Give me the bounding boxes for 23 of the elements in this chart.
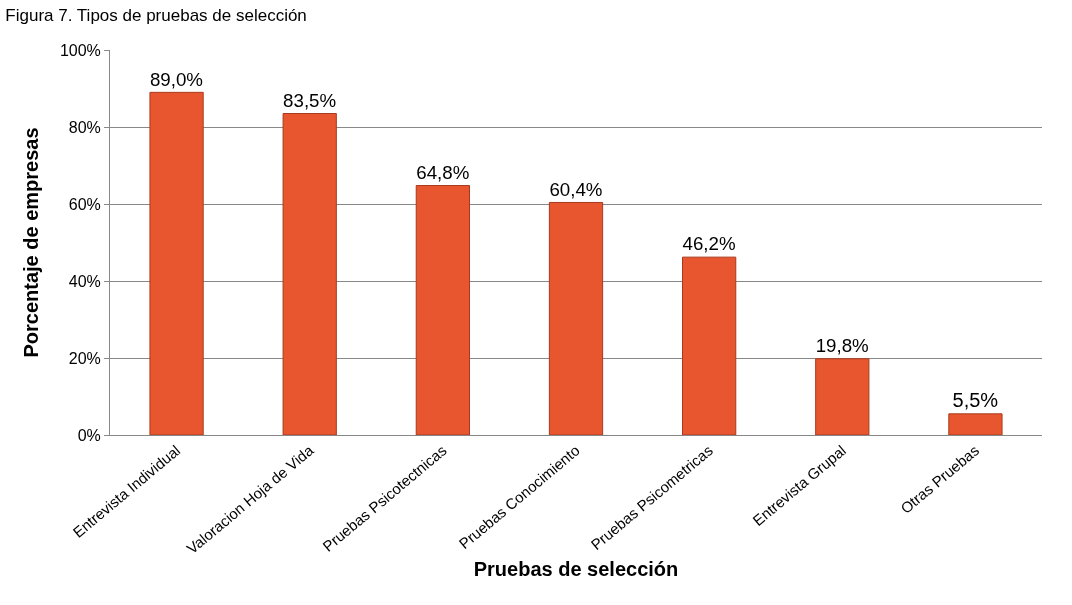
y-axis-title: Porcentaje de empresas (20, 127, 43, 358)
y-tick-label: 40% (68, 272, 101, 290)
bar (548, 201, 604, 435)
bar (415, 185, 470, 435)
y-tick-label: 80% (68, 118, 101, 136)
y-tick-label: 100% (59, 41, 101, 59)
bar (815, 358, 870, 435)
x-axis-title: Pruebas de selección (473, 557, 679, 580)
bar (948, 413, 1003, 435)
bar (282, 113, 337, 435)
bar (682, 256, 737, 435)
data-label: 5,5% (952, 388, 999, 411)
chart-title: Figura 7. Tipos de pruebas de selección (5, 5, 307, 25)
data-label: 64,8% (416, 161, 470, 183)
data-label: 83,5% (283, 89, 337, 111)
y-tick-label: 60% (68, 195, 101, 213)
y-tick-label: 20% (68, 349, 101, 367)
data-label: 89,0% (149, 68, 203, 90)
data-label: 19,8% (815, 335, 869, 357)
y-tick-label: 0% (77, 426, 101, 444)
data-label: 46,2% (682, 233, 736, 255)
data-label: 60,4% (549, 178, 603, 200)
bar (149, 91, 204, 435)
